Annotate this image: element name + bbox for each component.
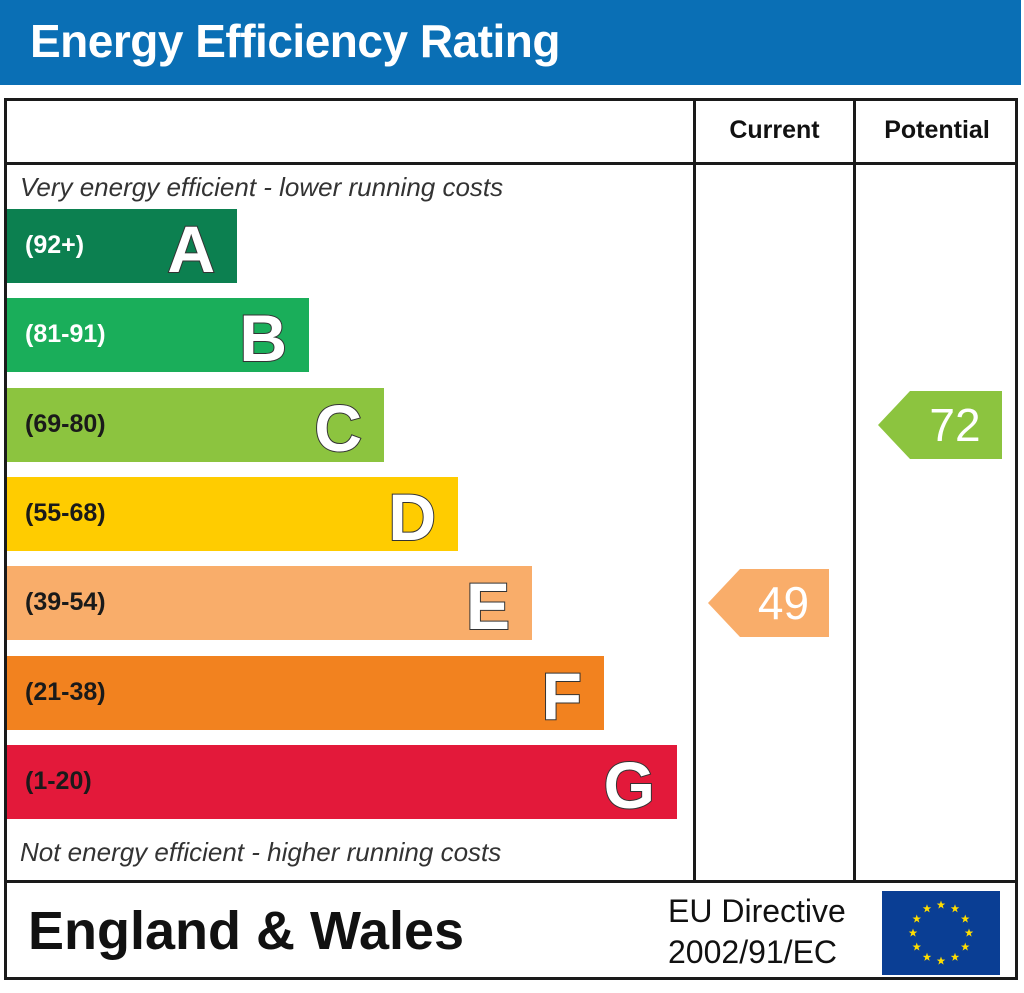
eu-star-icon (936, 956, 946, 965)
eu-star-icon (912, 914, 922, 923)
eu-star-icon (936, 900, 946, 909)
divider-footer (4, 880, 1018, 883)
directive-line-2: 2002/91/EC (668, 934, 838, 970)
band-d: (55-68) D (7, 477, 458, 555)
eu-star-icon (960, 942, 970, 951)
band-d-range: (55-68) (25, 499, 106, 527)
band-g-letter: G (603, 747, 656, 823)
band-e-range: (39-54) (25, 588, 106, 616)
eu-star-icon (912, 942, 922, 951)
divider-header (4, 162, 1018, 165)
band-b: (81-91) B (7, 298, 309, 376)
current-arrow-shape (708, 569, 829, 637)
band-f-range: (21-38) (25, 678, 106, 706)
directive-line-1: EU Directive (668, 893, 846, 929)
band-b-range: (81-91) (25, 320, 106, 348)
potential-arrow-polygon (878, 391, 1002, 459)
eu-star-icon (922, 904, 932, 913)
rating-frame (4, 98, 1018, 980)
column-header-potential: Potential (884, 116, 990, 144)
chart-title: Energy Efficiency Rating (30, 15, 560, 67)
band-e: (39-54) E (7, 566, 532, 644)
current-arrow-polygon (708, 569, 829, 637)
potential-rating-value: 72 (929, 399, 981, 451)
note-not-efficient: Not energy efficient - higher running co… (20, 837, 502, 867)
eu-star-icon (908, 928, 918, 937)
divider-potential (853, 98, 856, 883)
note-very-efficient: Very energy efficient - lower running co… (20, 172, 504, 202)
band-g-range: (1-20) (25, 767, 92, 795)
band-a: (92+) A (7, 209, 237, 287)
band-e-letter: E (465, 568, 511, 644)
band-b-letter: B (238, 300, 288, 376)
band-d-letter: D (387, 479, 437, 555)
current-rating-arrow: 49 (708, 569, 829, 637)
band-g: (1-20) G (7, 745, 677, 823)
potential-arrow-shape (878, 391, 1002, 459)
band-c: (69-80) C (7, 388, 384, 466)
region-label: England & Wales (28, 901, 465, 961)
potential-rating-arrow: 72 (878, 391, 1002, 459)
eu-star-icon (950, 904, 960, 913)
eu-star-icon (922, 952, 932, 961)
eu-star-icon (964, 928, 974, 937)
eu-flag-icon (882, 891, 1000, 975)
band-a-letter: A (166, 211, 216, 287)
eu-star-icon (950, 952, 960, 961)
divider-current (693, 98, 696, 883)
eu-stars-icon (908, 900, 974, 965)
band-c-range: (69-80) (25, 410, 106, 438)
column-header-current: Current (729, 116, 820, 144)
band-f-letter: F (541, 658, 583, 734)
band-a-range: (92+) (25, 231, 85, 259)
eu-star-icon (960, 914, 970, 923)
current-rating-value: 49 (757, 577, 810, 629)
band-c-letter: C (313, 390, 363, 466)
header-bar: Energy Efficiency Rating (0, 0, 1021, 85)
band-f: (21-38) F (7, 656, 604, 734)
